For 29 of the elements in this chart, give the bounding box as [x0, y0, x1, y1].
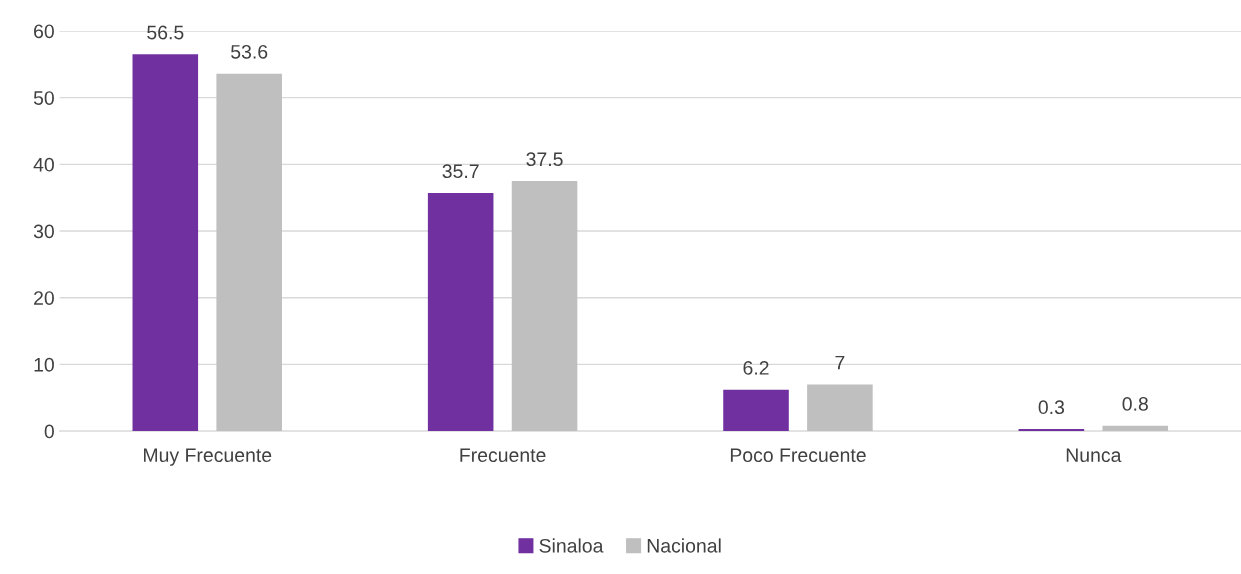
- data-label: 56.5: [147, 25, 184, 40]
- bar: [216, 73, 282, 432]
- y-tick-label: 40: [33, 157, 54, 172]
- y-tick-label: 20: [34, 291, 54, 305]
- y-tick-label: 10: [34, 357, 54, 372]
- x-tick-label: Poco Frecuente: [730, 448, 866, 463]
- bar: [723, 389, 789, 432]
- data-label: 6.2: [743, 361, 769, 375]
- bar: [1102, 425, 1169, 432]
- x-tick-label: Frecuente: [460, 448, 546, 463]
- bar: [511, 181, 578, 432]
- y-tick-label: 60: [34, 24, 54, 39]
- legend-label: Sinaloa: [539, 538, 604, 553]
- data-label: 7: [835, 355, 845, 370]
- bar: [427, 193, 494, 432]
- bar: [132, 54, 199, 432]
- data-label: 35.7: [442, 164, 479, 179]
- data-label: 37.5: [526, 152, 563, 167]
- x-tick-label: Muy Frecuente: [144, 448, 272, 466]
- y-tick-label: 50: [33, 91, 54, 105]
- y-tick-label: 0: [44, 424, 54, 439]
- bar: [807, 384, 873, 432]
- data-label: 53.6: [231, 44, 268, 59]
- y-tick-label: 30: [33, 224, 54, 239]
- legend-label: Nacional: [647, 538, 721, 553]
- bar: [1018, 429, 1085, 432]
- x-tick-label: Nunca: [1066, 448, 1122, 463]
- data-label: 0.8: [1122, 397, 1148, 411]
- data-label: 0.3: [1038, 400, 1065, 415]
